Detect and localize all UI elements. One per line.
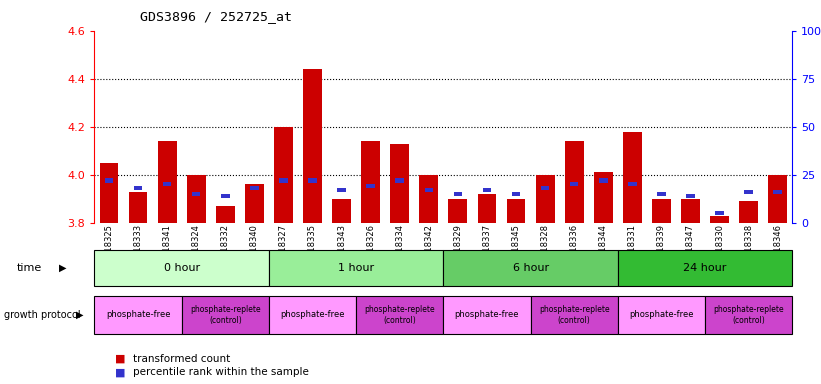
Text: phosphate-free: phosphate-free xyxy=(455,310,519,319)
Text: phosphate-free: phosphate-free xyxy=(629,310,694,319)
Bar xyxy=(420,175,438,223)
Text: phosphate-replete
(control): phosphate-replete (control) xyxy=(713,305,784,324)
Bar xyxy=(652,199,671,223)
Bar xyxy=(333,199,351,223)
Text: transformed count: transformed count xyxy=(133,354,230,364)
Bar xyxy=(221,194,230,198)
Text: growth protocol: growth protocol xyxy=(4,310,80,320)
Bar xyxy=(507,199,525,223)
Bar xyxy=(163,182,172,187)
Text: phosphate-replete
(control): phosphate-replete (control) xyxy=(365,305,435,324)
Text: time: time xyxy=(16,263,42,273)
Bar xyxy=(570,182,579,187)
Bar xyxy=(773,190,782,194)
Text: GDS3896 / 252725_at: GDS3896 / 252725_at xyxy=(140,10,291,23)
Bar xyxy=(483,188,491,192)
Bar xyxy=(337,188,346,192)
Text: 1 hour: 1 hour xyxy=(338,263,374,273)
Text: ■: ■ xyxy=(115,354,126,364)
Bar xyxy=(361,141,380,223)
Bar xyxy=(715,211,724,215)
Bar xyxy=(628,182,636,187)
Bar xyxy=(192,192,200,196)
Bar xyxy=(99,163,118,223)
Bar xyxy=(623,132,642,223)
Text: ▶: ▶ xyxy=(76,310,83,320)
Bar xyxy=(250,186,259,190)
Bar xyxy=(745,190,753,194)
Bar xyxy=(366,184,375,189)
Bar xyxy=(565,141,584,223)
Bar xyxy=(245,184,264,223)
Bar xyxy=(768,175,787,223)
Bar xyxy=(448,199,467,223)
Bar xyxy=(424,188,433,192)
Bar xyxy=(158,141,177,223)
Bar xyxy=(681,199,700,223)
Text: phosphate-replete
(control): phosphate-replete (control) xyxy=(539,305,609,324)
Bar xyxy=(216,206,235,223)
Bar xyxy=(186,175,205,223)
Bar xyxy=(686,194,695,198)
Bar xyxy=(535,175,554,223)
Text: 0 hour: 0 hour xyxy=(163,263,200,273)
Bar xyxy=(710,215,729,223)
Text: phosphate-replete
(control): phosphate-replete (control) xyxy=(190,305,260,324)
Bar xyxy=(303,69,322,223)
Text: 6 hour: 6 hour xyxy=(512,263,548,273)
Bar xyxy=(279,178,287,183)
Bar xyxy=(478,194,497,223)
Bar xyxy=(308,178,317,183)
Bar xyxy=(396,178,404,183)
Text: ■: ■ xyxy=(115,367,126,377)
Bar xyxy=(454,192,462,196)
Text: phosphate-free: phosphate-free xyxy=(280,310,345,319)
Bar xyxy=(105,178,113,183)
Bar xyxy=(541,186,549,190)
Bar xyxy=(274,127,293,223)
Text: phosphate-free: phosphate-free xyxy=(106,310,170,319)
Text: 24 hour: 24 hour xyxy=(683,263,727,273)
Bar xyxy=(657,192,666,196)
Bar xyxy=(134,186,142,190)
Bar xyxy=(599,178,608,183)
Text: percentile rank within the sample: percentile rank within the sample xyxy=(133,367,309,377)
Bar xyxy=(594,172,612,223)
Bar xyxy=(390,144,409,223)
Bar xyxy=(129,192,148,223)
Text: ▶: ▶ xyxy=(59,263,67,273)
Bar xyxy=(511,192,521,196)
Bar xyxy=(739,201,758,223)
